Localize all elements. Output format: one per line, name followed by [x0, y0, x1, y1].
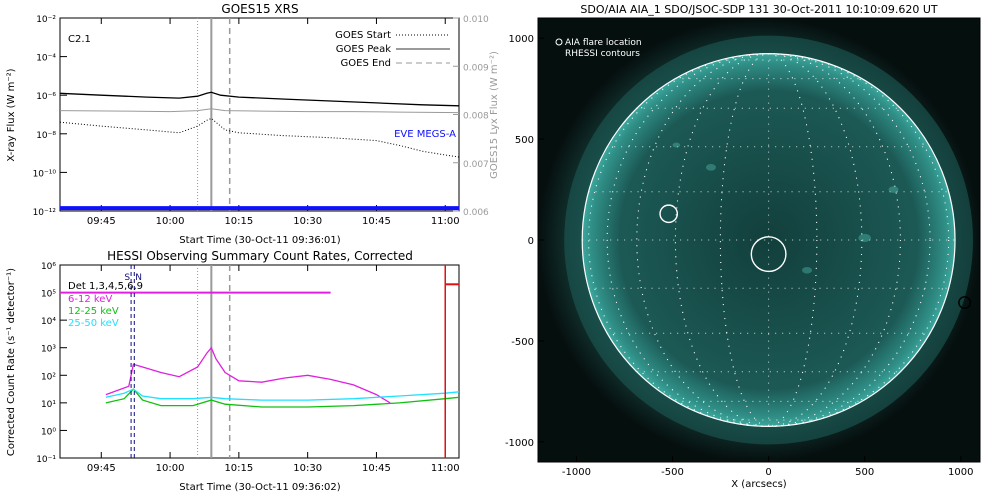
x-tick-label: 10:15 [224, 216, 253, 227]
hessi-title: HESSI Observing Summary Count Rates, Cor… [107, 249, 413, 263]
longitude-gridline [636, 53, 901, 427]
aia-legend: AIA flare location RHESSI contours [555, 38, 642, 59]
y-tick-label: 10⁻¹ [36, 455, 56, 465]
aia-y-tick-label: -500 [511, 337, 534, 348]
goes-data [60, 18, 459, 211]
hessi-panel: HESSI Observing Summary Count Rates, Cor… [6, 249, 460, 493]
goes-ylabel: X-ray Flux (W m⁻²) [6, 68, 17, 161]
longitude-gridline [674, 53, 863, 427]
active-region [888, 186, 899, 193]
x-tick-label: 10:00 [156, 216, 185, 227]
hessi-legend-12-25: 12-25 keV [68, 306, 119, 317]
aia-image [564, 35, 974, 445]
y-tick-label: 10⁻⁸ [36, 131, 56, 141]
goes-panel: GOES15 XRS Start Time (30-Oct-11 09:36:0… [6, 2, 500, 246]
y2-tick-label: 0.009 [463, 63, 489, 73]
aia-y-tick-label: -1000 [505, 438, 534, 449]
goes-short-channel-line [60, 117, 459, 158]
goes-eve-label: EVE MEGS-A [394, 129, 456, 140]
hessi-s-label: S [124, 273, 130, 283]
flare-location-circle [659, 204, 679, 224]
goes-long-channel-line [60, 91, 459, 107]
y-tick-label: 10³ [41, 345, 56, 355]
hessi-xlabel: Start Time (30-Oct-11 09:36:02) [179, 482, 340, 493]
goes-legend-start: GOES Start [335, 30, 391, 41]
aia-y-tick-label: 0 [528, 236, 534, 247]
goes-legend: GOES Start GOES Peak GOES End [335, 30, 450, 69]
goes-ylabel-right: GOES15 Lyx Flux (W m⁻²) [489, 51, 500, 179]
aia-panel: SDO/AIA AIA_1 SDO/JSOC-SDP 131 30-Oct-20… [505, 3, 981, 490]
x-tick-label: 10:45 [362, 463, 391, 474]
active-region [802, 266, 813, 274]
aia-x-tick-label: -500 [661, 467, 684, 478]
y2-tick-label: 0.008 [463, 112, 489, 122]
solar-disk [582, 53, 956, 427]
hessi-axes: 09:45 10:00 10:15 10:30 10:45 11:00 10⁶ 10⁵ 10⁴ 1… [36, 262, 459, 474]
x-tick-label: 11:00 [431, 463, 460, 474]
aia-axes: -1000 -500 0 500 1000 1000 500 0 -500 -1000 [505, 34, 974, 478]
aia-legend-rhessi: RHESSI contours [565, 49, 640, 59]
y2-tick-label: 0.010 [463, 15, 489, 25]
active-region [672, 142, 681, 148]
y2-tick-label: 0.007 [463, 160, 489, 170]
aia-x-tick-label: 500 [855, 467, 874, 478]
x-tick-label: 09:45 [87, 216, 116, 227]
aia-y-tick-label: 500 [515, 135, 534, 146]
hessi-6-12-line [105, 346, 391, 404]
y-tick-label: 10⁻⁴ [36, 54, 56, 64]
aia-legend-flare: AIA flare location [565, 38, 642, 48]
aia-x-tick-label: -1000 [562, 467, 591, 478]
goes-axes: 09:45 10:00 10:15 10:30 10:45 11:00 10⁻² 10⁻⁴ 10… [33, 15, 489, 227]
goes-title: GOES15 XRS [221, 2, 298, 16]
aia-legend-circle-icon [555, 38, 563, 46]
flare-location-circle [958, 296, 972, 310]
goes-xlabel: Start Time (30-Oct-11 09:36:01) [179, 235, 340, 246]
aia-title: SDO/AIA AIA_1 SDO/JSOC-SDP 131 30-Oct-20… [580, 3, 938, 16]
hessi-ylabel: Corrected Count Rate (s⁻¹ detector⁻¹) [6, 268, 17, 456]
hessi-detector-label: Det 1,3,4,5,6,9 [68, 281, 143, 292]
y-tick-label: 10⁶ [41, 262, 56, 272]
x-tick-label: 09:45 [87, 463, 116, 474]
goes-class-label: C2.1 [68, 34, 91, 45]
hessi-plot-frame [59, 264, 460, 459]
goes-eve-line [60, 108, 459, 114]
x-tick-label: 11:00 [431, 216, 460, 227]
aia-y-tick-label: 1000 [509, 34, 534, 45]
hessi-legend-6-12: 6-12 keV [68, 294, 112, 305]
x-tick-label: 10:15 [224, 463, 253, 474]
flare-location-circle [750, 236, 787, 273]
y-tick-label: 10⁻¹² [33, 208, 57, 218]
y-tick-label: 10⁻¹⁰ [33, 169, 57, 179]
active-region [705, 164, 716, 171]
y-tick-label: 10⁵ [41, 290, 56, 300]
x-tick-label: 10:45 [362, 216, 391, 227]
goes-legend-peak: GOES Peak [336, 44, 391, 55]
goes-plot-frame [59, 17, 460, 212]
x-tick-label: 10:30 [293, 216, 322, 227]
aia-xlabel: X (arcsecs) [731, 479, 787, 490]
y-tick-label: 10⁰ [41, 427, 56, 437]
active-region [858, 233, 871, 243]
goes-legend-end: GOES End [341, 58, 391, 69]
aia-x-tick-label: 0 [765, 467, 771, 478]
hessi-25-50-line [105, 388, 459, 401]
y-tick-label: 10² [41, 372, 56, 382]
x-tick-label: 10:30 [293, 463, 322, 474]
y2-tick-label: 0.006 [463, 208, 489, 218]
y-tick-label: 10¹ [41, 400, 56, 410]
hessi-legend-25-50: 25-50 keV [68, 318, 119, 329]
y-tick-label: 10⁻⁶ [36, 92, 56, 102]
y-tick-label: 10⁻² [36, 15, 56, 25]
aia-x-tick-label: 1000 [948, 467, 973, 478]
hessi-n-label: N [135, 273, 142, 283]
solar-limb [581, 52, 956, 428]
x-tick-label: 10:00 [156, 463, 185, 474]
y-tick-label: 10⁴ [41, 317, 56, 327]
